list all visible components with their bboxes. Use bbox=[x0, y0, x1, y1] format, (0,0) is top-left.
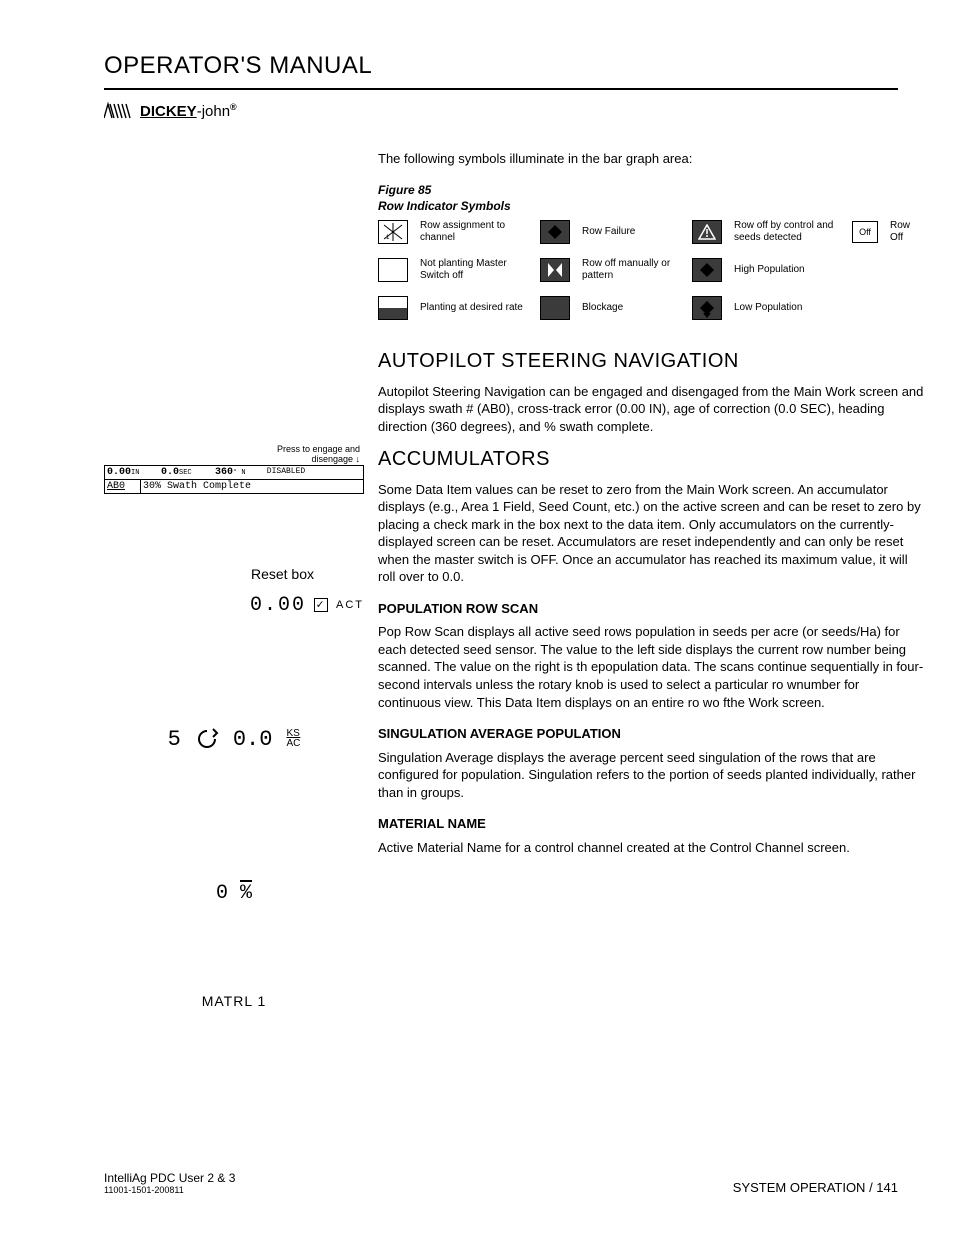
footer-product: IntelliAg PDC User 2 & 3 bbox=[104, 1171, 235, 1185]
autopilot-caption-2: disengage bbox=[311, 454, 353, 464]
sing-unit: % bbox=[240, 882, 252, 905]
page-title: OPERATOR'S MANUAL bbox=[104, 52, 898, 80]
header-rule bbox=[104, 88, 898, 90]
heading-accumulators: ACCUMULATORS bbox=[378, 446, 924, 473]
reset-suffix: ACT bbox=[336, 599, 364, 611]
figure-number: Figure 85 bbox=[378, 182, 924, 198]
autopilot-deg-value: 360 bbox=[215, 467, 233, 478]
brand-logo: DICKEY-john® bbox=[104, 102, 898, 120]
footer-section: SYSTEM OPERATION bbox=[733, 1180, 866, 1195]
sidebar-autopilot-widget: Press to engage and disengage ↓ 0.00IN 0… bbox=[104, 445, 364, 494]
symbol-planting-desired-icon bbox=[378, 296, 408, 320]
svg-text:1: 1 bbox=[386, 235, 390, 241]
symbol-row-off-control-icon bbox=[692, 220, 722, 244]
cycle-icon bbox=[195, 727, 219, 751]
main-content: The following symbols illuminate in the … bbox=[378, 150, 924, 1009]
symbol-row-off-tag: Off bbox=[852, 221, 878, 243]
autopilot-sec-value: 0.0 bbox=[161, 467, 179, 478]
autopilot-in-unit: IN bbox=[131, 469, 139, 477]
sidebar-singulation-widget: 0 % bbox=[104, 882, 364, 905]
reset-checkbox[interactable]: ✓ bbox=[314, 598, 328, 612]
autopilot-in-value: 0.00 bbox=[107, 467, 131, 478]
symbol-row-off-manual-icon bbox=[540, 258, 570, 282]
footer-page: 141 bbox=[876, 1180, 898, 1195]
symbol-planting-desired-label: Planting at desired rate bbox=[420, 302, 530, 314]
sidebar: Press to engage and disengage ↓ 0.00IN 0… bbox=[104, 150, 364, 1009]
sidebar-population-widget: 5 0.0 KS AC bbox=[104, 727, 364, 752]
symbol-row-off-label: Row Off bbox=[890, 220, 924, 243]
sidebar-reset-widget: Reset box 0.00 ✓ ACT bbox=[104, 566, 364, 617]
brand-reg: ® bbox=[230, 102, 237, 112]
symbol-low-population-icon bbox=[692, 296, 722, 320]
row-symbol-legend: 1 Row assignment to channel Row Failure … bbox=[378, 220, 924, 320]
pop-value: 0.0 bbox=[233, 727, 273, 752]
symbol-row-failure-icon bbox=[540, 220, 570, 244]
footer-partno: 11001-1501-200811 bbox=[104, 1185, 235, 1195]
figure-caption: Row Indicator Symbols bbox=[378, 198, 924, 214]
autopilot-status-bar: 0.00IN 0.0SEC 360° N DISABLED bbox=[104, 465, 364, 480]
brand-mark-icon bbox=[104, 102, 134, 120]
symbol-blockage-icon bbox=[540, 296, 570, 320]
pop-unit-bot: AC bbox=[286, 738, 300, 749]
symbol-high-population-label: High Population bbox=[734, 264, 842, 276]
symbol-not-planting-icon bbox=[378, 258, 408, 282]
heading-autopilot: AUTOPILOT STEERING NAVIGATION bbox=[378, 348, 924, 375]
symbol-row-off-manual-label: Row off manually or pattern bbox=[582, 258, 682, 281]
autopilot-swath-bar: AB0 30% Swath Complete bbox=[104, 480, 364, 494]
pop-row: 5 bbox=[168, 727, 181, 752]
autopilot-caption-1: Press to engage and bbox=[277, 444, 360, 454]
reset-value: 0.00 bbox=[250, 594, 306, 617]
heading-population: POPULATION ROW SCAN bbox=[378, 600, 924, 618]
autopilot-ab: AB0 bbox=[105, 480, 141, 493]
page-footer: IntelliAg PDC User 2 & 3 11001-1501-2008… bbox=[104, 1171, 898, 1195]
brand-prefix: DICKEY bbox=[140, 103, 197, 120]
body-singulation: Singulation Average displays the average… bbox=[378, 749, 924, 802]
autopilot-sec-unit: SEC bbox=[179, 469, 192, 477]
heading-singulation: SINGULATION AVERAGE POPULATION bbox=[378, 725, 924, 743]
intro-text: The following symbols illuminate in the … bbox=[378, 150, 924, 168]
sing-value: 0 bbox=[216, 882, 228, 905]
reset-label: Reset box bbox=[104, 566, 364, 582]
symbol-low-population-label: Low Population bbox=[734, 302, 842, 314]
autopilot-deg-unit: ° N bbox=[233, 469, 246, 477]
symbol-high-population-icon bbox=[692, 258, 722, 282]
symbol-blockage-label: Blockage bbox=[582, 302, 682, 314]
sidebar-material-widget: MATRL 1 bbox=[104, 993, 364, 1009]
symbol-row-assignment-label: Row assignment to channel bbox=[420, 220, 530, 243]
body-population: Pop Row Scan displays all active seed ro… bbox=[378, 623, 924, 711]
arrow-down-icon: ↓ bbox=[356, 454, 361, 464]
brand-suffix: john bbox=[202, 103, 230, 120]
autopilot-disabled: DISABLED bbox=[259, 466, 313, 479]
brand-text: DICKEY-john® bbox=[140, 102, 237, 120]
symbol-row-failure-label: Row Failure bbox=[582, 226, 682, 238]
body-accumulators: Some Data Item values can be reset to ze… bbox=[378, 481, 924, 586]
heading-material: MATERIAL NAME bbox=[378, 815, 924, 833]
body-autopilot: Autopilot Steering Navigation can be eng… bbox=[378, 383, 924, 436]
symbol-not-planting-label: Not planting Master Switch off bbox=[420, 258, 530, 281]
symbol-row-assignment-icon: 1 bbox=[378, 220, 408, 244]
autopilot-swath: 30% Swath Complete bbox=[141, 480, 363, 493]
body-material: Active Material Name for a control chann… bbox=[378, 839, 924, 857]
symbol-row-off-control-label: Row off by control and seeds detected bbox=[734, 220, 842, 243]
